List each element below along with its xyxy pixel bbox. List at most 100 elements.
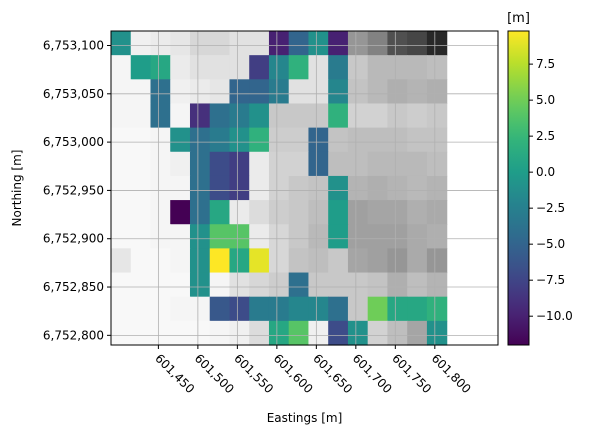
- heatmap-cell: [111, 248, 132, 274]
- heatmap-cell: [426, 272, 448, 298]
- heatmap-cell: [407, 151, 428, 177]
- y-tick-label: 6,752,850: [43, 280, 104, 294]
- heatmap-cell: [367, 320, 389, 346]
- heatmap-cell: [268, 320, 290, 346]
- heatmap-cell: [111, 296, 132, 322]
- heatmap-cell: [407, 296, 428, 322]
- heatmap-cell: [150, 127, 171, 153]
- heatmap-cell: [249, 320, 270, 346]
- heatmap-cell: [328, 175, 349, 201]
- heatmap-cell: [229, 31, 250, 56]
- heatmap-cell: [288, 103, 310, 129]
- heatmap-cell: [367, 79, 389, 105]
- heatmap-cell: [407, 200, 428, 225]
- heatmap-cell: [347, 151, 369, 177]
- heatmap-cell: [308, 248, 329, 274]
- heatmap-cell: [170, 103, 191, 129]
- heatmap-cell: [209, 296, 231, 322]
- heatmap-cell: [170, 272, 191, 298]
- x-tick-label: 601,600: [271, 351, 316, 396]
- heatmap-cell: [426, 200, 448, 225]
- heatmap-cell: [407, 79, 428, 105]
- heatmap-cell: [426, 224, 448, 249]
- heatmap-cell: [268, 248, 290, 274]
- heatmap-cell: [150, 79, 171, 105]
- heatmap-cell: [407, 103, 428, 129]
- heatmap-cell: [209, 175, 231, 201]
- heatmap-cell: [426, 31, 448, 56]
- heatmap-cell: [288, 296, 310, 322]
- heatmap-cell: [308, 31, 329, 56]
- heatmap-cell: [387, 79, 408, 105]
- heatmap-cell: [268, 103, 290, 129]
- x-tick-label: 601,700: [350, 351, 395, 396]
- heatmap-cell: [407, 320, 428, 346]
- heatmap-cell: [249, 103, 270, 129]
- heatmap-cell: [308, 224, 329, 249]
- heatmap-cell: [170, 224, 191, 249]
- heatmap-cell: [170, 296, 191, 322]
- heatmap-cell: [150, 55, 171, 80]
- heatmap-cell: [150, 296, 171, 322]
- heatmap-cell: [288, 127, 310, 153]
- heatmap-cell: [111, 151, 132, 177]
- heatmap-cell: [189, 151, 211, 177]
- heatmap-cell: [426, 296, 448, 322]
- heatmap-cell: [328, 79, 349, 105]
- heatmap-cell: [426, 79, 448, 105]
- heatmap-cell: [328, 31, 349, 56]
- heatmap-cell: [288, 55, 310, 80]
- x-tick-label: 601,450: [152, 351, 197, 396]
- heatmap-cell: [308, 200, 329, 225]
- heatmap-cell: [328, 224, 349, 249]
- heatmap-cell: [426, 127, 448, 153]
- heatmap-cell: [229, 272, 250, 298]
- heatmap-cell: [407, 224, 428, 249]
- x-axis-label: Eastings [m]: [267, 411, 343, 425]
- plot-frame: [110, 30, 499, 346]
- heatmap-cell: [308, 79, 329, 105]
- heatmap-cell: [189, 272, 211, 298]
- heatmap-cell: [130, 31, 152, 56]
- heatmap-cell: [249, 272, 270, 298]
- heatmap-cell: [268, 200, 290, 225]
- heatmap-cell: [189, 224, 211, 249]
- heatmap-cell: [328, 103, 349, 129]
- heatmap-cell: [328, 127, 349, 153]
- heatmap-cell: [387, 55, 408, 80]
- heatmap-cell: [170, 79, 191, 105]
- heatmap-cell: [347, 31, 369, 56]
- heatmap-cell: [229, 127, 250, 153]
- heatmap-cell: [268, 151, 290, 177]
- colorbar-tick-label: −2.5: [536, 201, 565, 215]
- heatmap-cell: [209, 55, 231, 80]
- heatmap-cell: [268, 175, 290, 201]
- colorbar-title: [m]: [507, 11, 530, 26]
- heatmap-cell: [268, 79, 290, 105]
- heatmap-cell: [130, 200, 152, 225]
- heatmap-cell: [387, 31, 408, 56]
- heatmap-cell: [387, 175, 408, 201]
- heatmap-cell: [130, 175, 152, 201]
- x-tick-label: 601,800: [429, 351, 474, 396]
- heatmap-cell: [249, 224, 270, 249]
- heatmap-cell: [347, 296, 369, 322]
- heatmap-cell: [249, 175, 270, 201]
- heatmap-cell: [229, 320, 250, 346]
- heatmap-cell: [249, 79, 270, 105]
- heatmap-cell: [189, 31, 211, 56]
- heatmap-cell: [130, 55, 152, 80]
- heatmap-cell: [111, 55, 132, 80]
- heatmap-cell: [387, 103, 408, 129]
- heatmap-cell: [170, 55, 191, 80]
- heatmap-cell: [189, 296, 211, 322]
- x-axis: 601,450601,500601,550601,600601,650601,7…: [152, 345, 474, 396]
- heatmap-cell: [268, 296, 290, 322]
- heatmap-cell: [111, 224, 132, 249]
- heatmap-cell: [367, 127, 389, 153]
- heatmap-cell: [111, 200, 132, 225]
- y-tick-label: 6,752,800: [43, 328, 104, 342]
- heatmap-cell: [249, 200, 270, 225]
- heatmap-cell: [229, 79, 250, 105]
- heatmap-cell: [249, 296, 270, 322]
